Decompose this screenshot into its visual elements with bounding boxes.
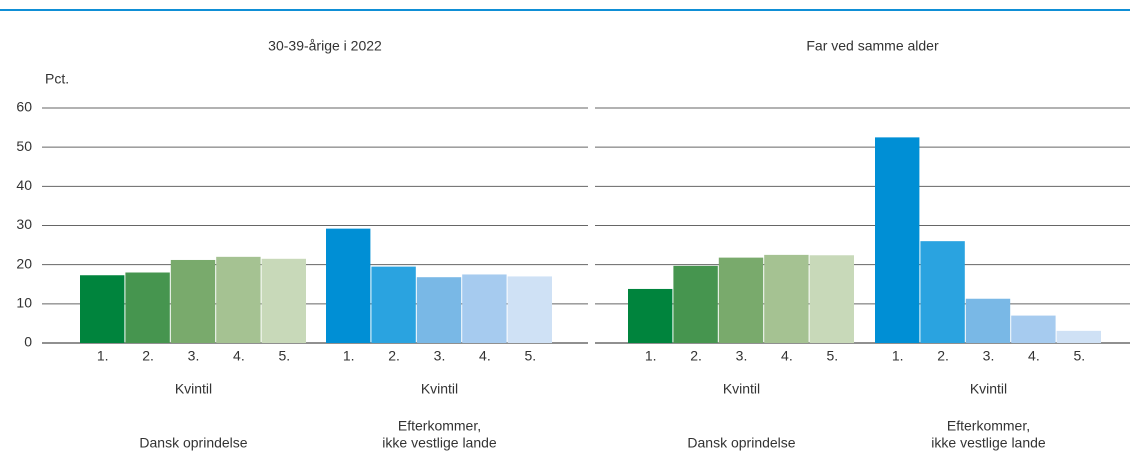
x-tick-label: 5.: [826, 348, 838, 364]
bar: [326, 228, 371, 343]
bar: [125, 272, 170, 343]
bar: [416, 277, 462, 343]
y-tick-label: 10: [16, 295, 32, 311]
y-tick-label: 40: [16, 177, 32, 193]
x-tick-label: 4.: [479, 348, 491, 364]
x-tick-label: 5.: [278, 348, 290, 364]
bar: [371, 266, 416, 343]
bar: [809, 255, 854, 343]
x-tick-label: 3.: [188, 348, 200, 364]
x-axis-label: Kvintil: [175, 381, 212, 397]
x-tick-label: 1.: [97, 348, 109, 364]
x-tick-label: 4.: [1028, 348, 1040, 364]
x-tick-label: 4.: [781, 348, 793, 364]
y-tick-label: 60: [16, 99, 32, 115]
x-tick-label: 3.: [983, 348, 995, 364]
group-label: Dansk oprindelse: [687, 435, 795, 451]
x-axis-label: Kvintil: [421, 381, 458, 397]
bar: [507, 276, 552, 343]
y-axis-label: Pct.: [45, 71, 69, 87]
y-tick-label: 0: [24, 334, 32, 350]
x-tick-label: 3.: [736, 348, 748, 364]
x-tick-label: 1.: [892, 348, 904, 364]
bar: [673, 265, 718, 343]
group-label: Efterkommer,: [947, 418, 1030, 434]
x-tick-label: 2.: [142, 348, 154, 364]
bar: [1056, 330, 1101, 343]
x-tick-label: 3.: [434, 348, 446, 364]
x-axis-label: Kvintil: [970, 381, 1007, 397]
group-label: ikke vestlige lande: [931, 435, 1046, 451]
bar: [764, 254, 809, 343]
x-tick-label: 1.: [343, 348, 355, 364]
bar: [80, 275, 125, 343]
x-tick-label: 2.: [388, 348, 400, 364]
x-tick-label: 2.: [937, 348, 949, 364]
chart-title: 30-39-årige i 2022: [268, 38, 382, 54]
bar: [718, 257, 764, 343]
bar: [628, 288, 673, 343]
y-tick-label: 50: [16, 138, 32, 154]
group-label: ikke vestlige lande: [382, 435, 497, 451]
bar: [965, 298, 1011, 343]
x-tick-label: 5.: [1073, 348, 1085, 364]
bar: [920, 241, 965, 343]
bar: [462, 274, 507, 343]
bar: [170, 259, 216, 343]
bar: [875, 137, 920, 343]
bar: [261, 258, 306, 343]
bar: [216, 256, 261, 343]
x-axis-label: Kvintil: [723, 381, 760, 397]
x-tick-label: 2.: [690, 348, 702, 364]
y-tick-label: 20: [16, 255, 32, 271]
chart-title: Far ved samme alder: [806, 38, 939, 54]
x-tick-label: 5.: [524, 348, 536, 364]
bar: [1011, 315, 1056, 343]
group-label: Efterkommer,: [398, 418, 481, 434]
x-tick-label: 1.: [645, 348, 657, 364]
x-tick-label: 4.: [233, 348, 245, 364]
y-tick-label: 30: [16, 216, 32, 232]
group-label: Dansk oprindelse: [139, 435, 247, 451]
